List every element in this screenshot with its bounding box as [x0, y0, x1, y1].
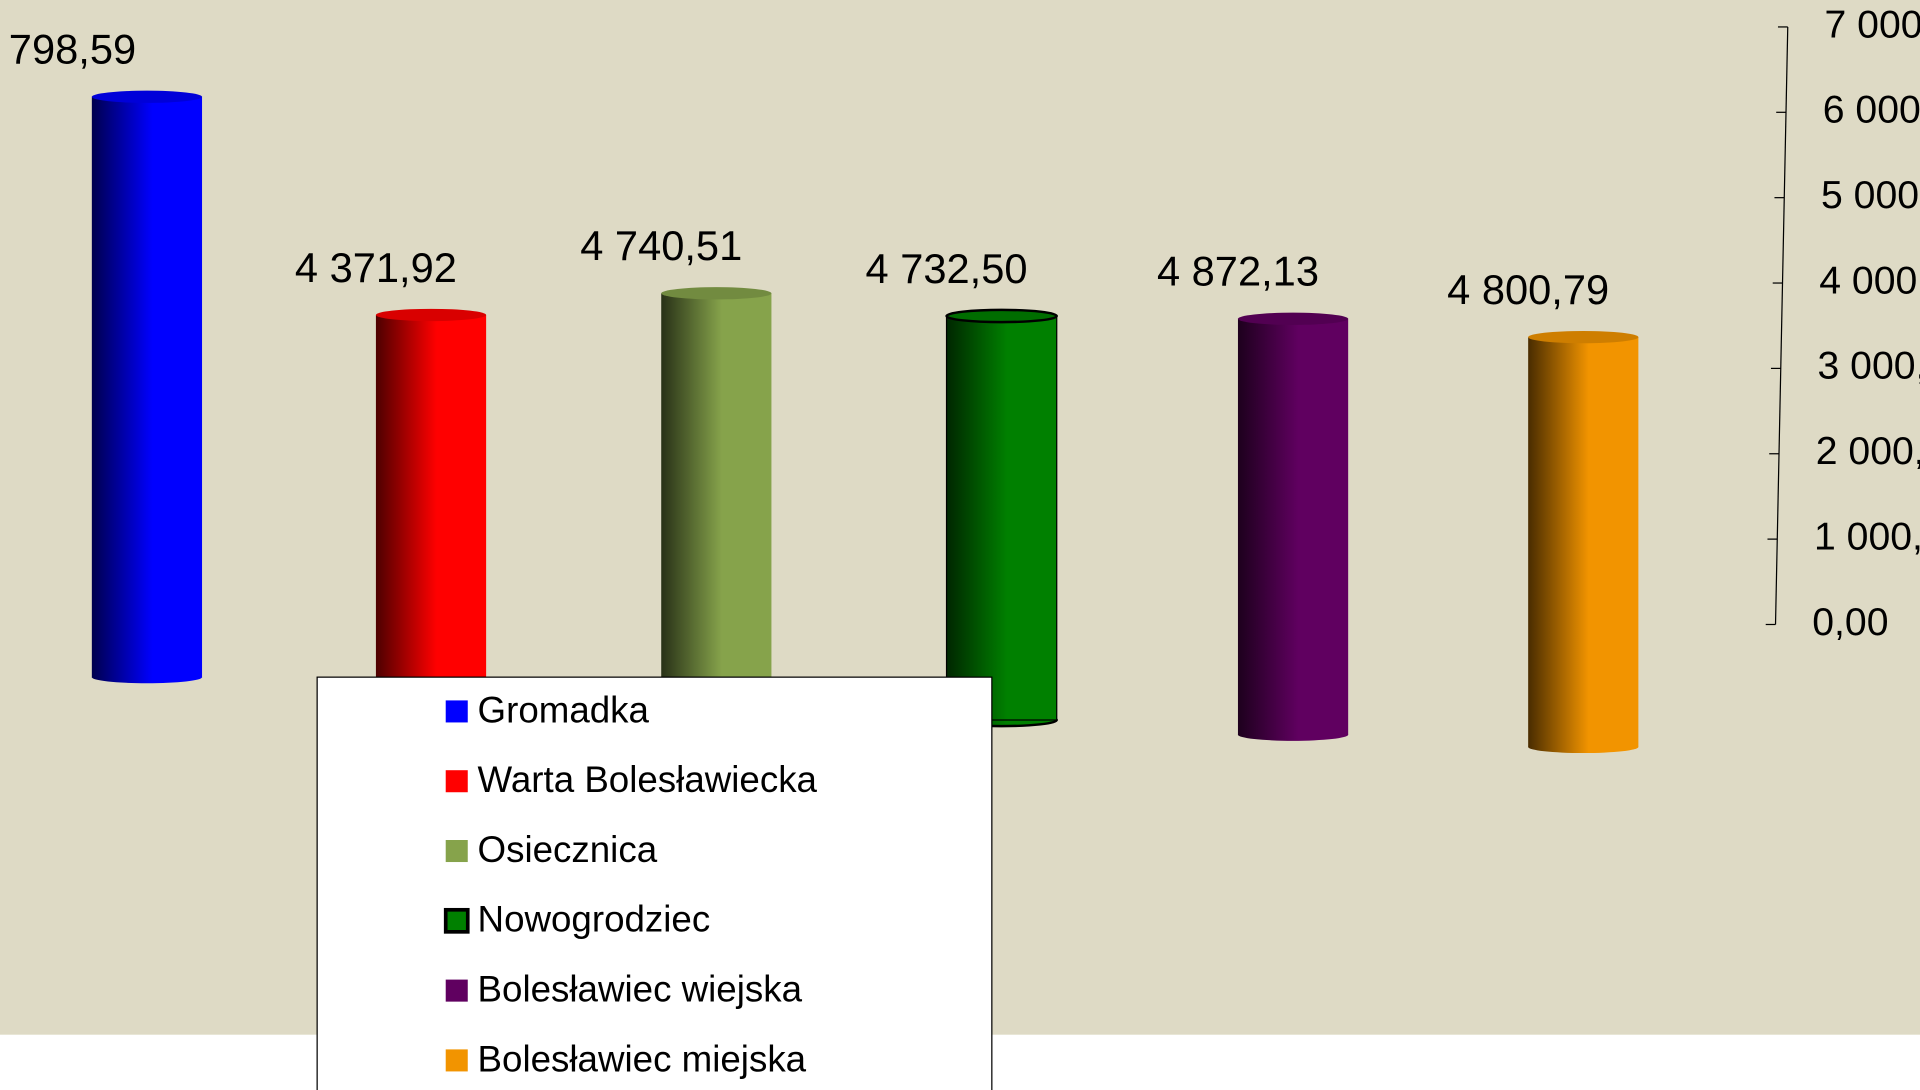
legend-swatch: [443, 907, 470, 934]
bar-top: [91, 90, 203, 103]
legend-box: [316, 676, 993, 1090]
data-label: 4 740,51: [580, 222, 742, 269]
legend-label: Gromadka: [478, 689, 650, 730]
bar-top: [1528, 330, 1639, 344]
bar: [375, 314, 487, 689]
y-tick-label: 3 000,00: [1817, 345, 1920, 388]
y-tick-label: 6 000,00: [1823, 89, 1920, 132]
legend-label: Bolesławiec miejska: [478, 1038, 807, 1079]
legend-swatch: [445, 979, 468, 1002]
bar: [91, 96, 203, 678]
data-label: 4 371,92: [295, 244, 457, 291]
bar-top: [1237, 312, 1349, 325]
y-tick-label: 7 000,00: [1824, 3, 1920, 46]
legend-swatch: [445, 840, 468, 863]
legend-label: Osiecznica: [478, 829, 658, 870]
data-label: 4 732,50: [866, 245, 1028, 292]
y-tick-label: 5 000,00: [1821, 174, 1920, 217]
y-tick-label: 4 000,00: [1819, 259, 1920, 302]
y-tick-label: 1 000,00: [1814, 515, 1920, 558]
bar-top: [661, 287, 772, 300]
data-label: 4 800,79: [1447, 266, 1609, 313]
bar: [1528, 337, 1639, 747]
legend-swatch: [445, 1049, 468, 1072]
legend-swatch: [445, 770, 468, 793]
bar: [661, 293, 772, 698]
legend-swatch: [445, 700, 468, 723]
legend-label: Bolesławiec wiejska: [478, 969, 803, 1010]
legend-label: Warta Bolesławiecka: [478, 759, 818, 800]
y-tick-label: 0,00: [1812, 601, 1888, 644]
legend-label: Nowogrodziec: [478, 899, 711, 940]
bar: [1237, 318, 1349, 735]
bar-top: [945, 308, 1058, 324]
data-label: 4 872,13: [1157, 248, 1319, 295]
bar: [945, 315, 1058, 721]
y-axis-line: [1774, 26, 1789, 625]
data-label: 6 798,59: [0, 26, 136, 73]
y-tick-label: 2 000,00: [1816, 430, 1920, 473]
bar-top: [375, 308, 487, 322]
